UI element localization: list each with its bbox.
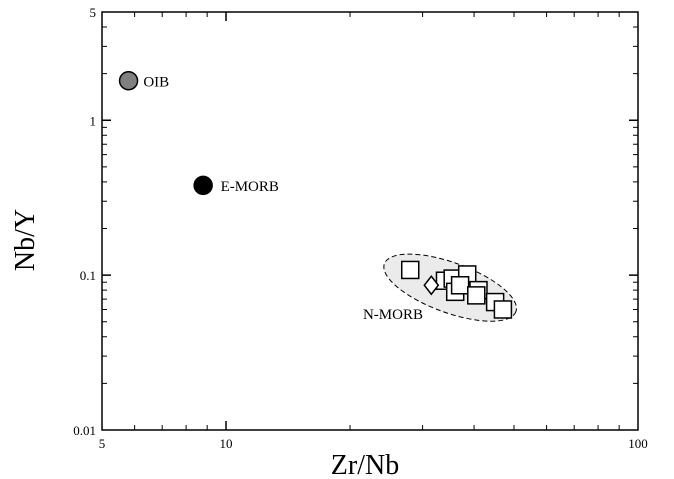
point-n-morb-square (467, 286, 486, 305)
axis-tick-labels: 5 10 100 0.01 0.1 1 5 (73, 5, 648, 451)
x-axis-title: Zr/Nb (331, 450, 399, 479)
x-tick-label: 100 (628, 436, 648, 451)
y-tick-label: 0.1 (80, 268, 96, 283)
y-tick-label: 5 (90, 5, 97, 20)
data-points (118, 70, 513, 319)
point-n-morb-square (400, 260, 420, 280)
point-oib (118, 70, 139, 91)
annotation-e-morb: E-MORB (221, 179, 279, 195)
x-tick-label: 5 (99, 436, 106, 451)
point-diamond (423, 275, 440, 296)
annotations: OIB E-MORB N-MORB (143, 75, 423, 324)
point-n-morb-square (493, 300, 513, 319)
axis-ticks (102, 12, 638, 430)
y-tick-label: 0.01 (73, 423, 96, 438)
x-tick-label: 10 (220, 436, 233, 451)
point-e-morb (193, 175, 213, 196)
plot-border (101, 11, 639, 431)
plot-frame (101, 11, 639, 431)
y-axis-title: Nb/Y (10, 209, 41, 271)
annotation-oib: OIB (143, 75, 169, 91)
y-tick-label: 1 (90, 113, 97, 128)
point-n-morb-square (450, 276, 470, 295)
annotation-n-morb: N-MORB (363, 307, 423, 323)
